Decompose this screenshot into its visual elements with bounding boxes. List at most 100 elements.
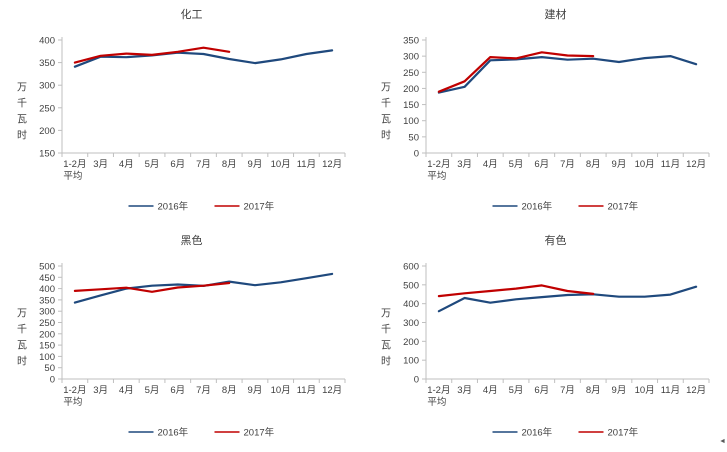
series-line-2016年: [437, 54, 698, 94]
x-tick-label: 3月: [457, 385, 472, 396]
x-tick-label: 10月: [271, 159, 291, 170]
y-tick-label: 150: [39, 341, 55, 352]
y-axis-title-char: 万: [381, 83, 391, 94]
x-tick-label: 4月: [483, 385, 498, 396]
y-axis-title-char: 千: [17, 98, 27, 110]
x-tick-label: 10月: [271, 385, 291, 396]
x-tick-label: 5月: [145, 385, 160, 396]
series-line-2017年: [73, 281, 231, 293]
x-tick-label: 1-2月: [427, 159, 450, 170]
y-tick-label: 200: [403, 84, 419, 95]
y-tick-label: 0: [414, 375, 419, 386]
y-tick-label: 300: [403, 52, 419, 63]
legend-label-2016年: 2016年: [522, 427, 553, 439]
x-tick-label: 11月: [661, 159, 680, 170]
x-tick-label: 1-2月: [427, 385, 450, 396]
x-tick-label: 11月: [297, 385, 316, 396]
x-tick-label: 3月: [93, 385, 108, 396]
x-tick-label: 1-2月: [63, 159, 86, 170]
x-tick-label: 4月: [119, 159, 134, 170]
y-tick-label: 400: [403, 299, 419, 310]
y-axis-title-char: 时: [381, 130, 391, 142]
series-line-2017年: [73, 46, 231, 64]
x-tick-label: 7月: [560, 385, 575, 396]
x-tick-label: 6月: [534, 159, 549, 170]
chart-title: 建材: [545, 7, 567, 21]
y-axis-title-char: 时: [381, 356, 391, 368]
y-tick-label: 150: [39, 149, 55, 160]
y-tick-label: 150: [403, 100, 419, 111]
x-tick-label: 平均: [427, 396, 446, 408]
x-tick-label: 9月: [248, 159, 263, 170]
x-tick-label: 3月: [457, 159, 472, 170]
x-tick-label: 10月: [635, 159, 655, 170]
y-tick-label: 300: [39, 81, 55, 92]
x-tick-label: 9月: [248, 385, 263, 396]
y-tick-label: 350: [39, 58, 55, 69]
y-tick-label: 100: [403, 116, 419, 127]
chart-cell-heise: 黑色 0 50 100 150 200 250 300 350 400 450 500 1-2月 平均 3月…: [0, 226, 363, 452]
y-axis-title-char: 时: [17, 130, 27, 142]
x-tick-label: 7月: [560, 159, 575, 170]
y-tick-label: 500: [403, 280, 419, 291]
y-tick-label: 450: [39, 273, 55, 284]
x-tick-label: 7月: [196, 385, 211, 396]
x-tick-label: 10月: [635, 385, 655, 396]
x-tick-label: 5月: [509, 385, 524, 396]
x-tick-label: 平均: [63, 170, 82, 182]
x-tick-label: 8月: [586, 385, 601, 396]
x-tick-label: 5月: [509, 159, 524, 170]
tiny-arrow-artifact-icon: ◄: [719, 438, 726, 445]
y-tick-label: 300: [39, 307, 55, 318]
series-line-2017年: [437, 284, 595, 298]
y-tick-label: 100: [39, 352, 55, 363]
legend-label-2017年: 2017年: [608, 201, 639, 213]
y-tick-label: 250: [39, 318, 55, 329]
x-tick-label: 4月: [119, 385, 134, 396]
y-axis-title-char: 万: [17, 83, 27, 94]
legend-label-2017年: 2017年: [608, 427, 639, 439]
y-tick-label: 350: [403, 36, 419, 47]
y-tick-label: 200: [39, 329, 55, 340]
y-axis-title-char: 万: [17, 309, 27, 320]
x-tick-label: 12月: [686, 385, 706, 396]
y-axis-title-char: 瓦: [17, 341, 27, 352]
chart-title: 化工: [181, 7, 203, 21]
x-tick-label: 6月: [170, 159, 185, 170]
chart-cell-youse: 有色 0 100 200 300 400 500 600 1-2月 平均 3月 4月 5月 6月 7月 8月 9…: [364, 226, 727, 452]
x-tick-label: 7月: [196, 159, 211, 170]
y-tick-label: 0: [50, 375, 55, 386]
x-tick-label: 1-2月: [63, 385, 86, 396]
chart-title: 有色: [545, 233, 567, 247]
y-axis-title-char: 时: [17, 356, 27, 368]
y-tick-label: 50: [408, 132, 419, 143]
x-tick-label: 8月: [586, 159, 601, 170]
y-axis-title-char: 瓦: [381, 341, 391, 352]
x-tick-label: 12月: [686, 159, 706, 170]
legend-label-2017年: 2017年: [244, 201, 275, 213]
x-tick-label: 11月: [297, 159, 316, 170]
y-tick-label: 400: [39, 36, 55, 47]
y-axis-title-char: 瓦: [381, 115, 391, 126]
series-line-2017年: [437, 51, 595, 93]
y-tick-label: 350: [39, 295, 55, 306]
chart-cell-huagong: 化工 150 200 250 300 350 400 1-2月 平均 3月 4月 5月 6月 7月 8月 9月…: [0, 0, 363, 226]
legend-label-2016年: 2016年: [158, 201, 189, 213]
x-tick-label: 8月: [222, 385, 237, 396]
y-axis-title-char: 瓦: [17, 115, 27, 126]
y-tick-label: 500: [39, 262, 55, 273]
x-tick-label: 6月: [534, 385, 549, 396]
y-tick-label: 300: [403, 318, 419, 329]
x-tick-label: 12月: [322, 159, 342, 170]
x-tick-label: 6月: [170, 385, 185, 396]
legend-label-2016年: 2016年: [522, 201, 553, 213]
y-tick-label: 200: [403, 337, 419, 348]
x-tick-label: 4月: [483, 159, 498, 170]
chart-cell-jiancai: 建材 0 50 100 150 200 250 300 350 1-2月 平均 3月 4月 5月 6月 7月 8…: [364, 0, 727, 226]
y-tick-label: 250: [403, 68, 419, 79]
